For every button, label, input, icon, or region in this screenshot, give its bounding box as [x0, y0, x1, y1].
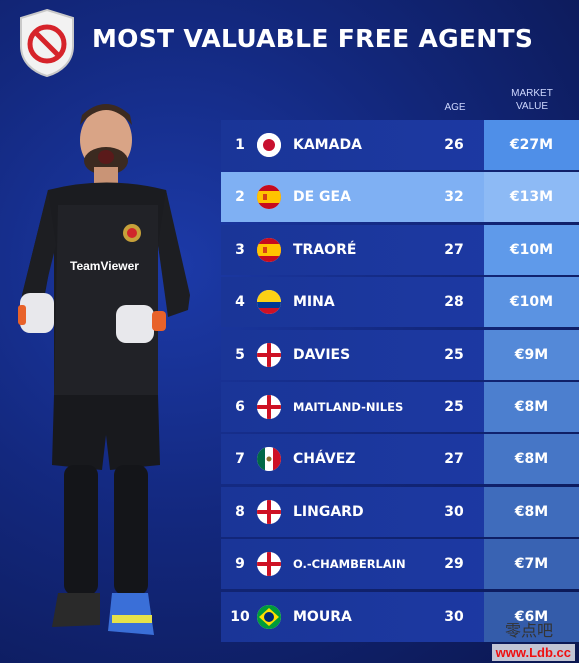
table-row: 3 TRAORÉ 27 €10M [221, 224, 579, 275]
mexico-flag-icon [257, 447, 281, 472]
rank: 8 [235, 503, 245, 520]
market-value: €10M [484, 224, 579, 275]
spain-flag-icon [257, 237, 281, 262]
table-row: 10 MOURA 30 €6M [221, 591, 579, 642]
market-value: €13M [484, 172, 579, 223]
watermark-cn: 零点吧 [504, 621, 553, 640]
table-row: 9 O.-CHAMBERLAIN 29 €7M [221, 539, 579, 590]
player-age: 30 [444, 503, 464, 520]
player-name: MAITLAND-NILES [293, 400, 404, 414]
player-name: KAMADA [293, 137, 362, 153]
market-value: €9M [484, 329, 579, 380]
market-value-header-line1: MARKET [511, 88, 553, 99]
rank: 7 [235, 451, 245, 468]
player-name: DE GEA [293, 189, 351, 206]
player-age: 25 [444, 346, 464, 363]
england-flag-icon [257, 342, 281, 367]
japan-flag-icon [257, 133, 281, 157]
player-age: 32 [444, 189, 464, 206]
colombia-flag-icon [257, 290, 281, 315]
market-value: €8M [484, 434, 579, 485]
page-title: MOST VALUABLE FREE AGENTS [92, 24, 534, 53]
rank: 9 [235, 556, 245, 573]
market-value: €7M [484, 539, 579, 590]
rank: 1 [235, 137, 245, 153]
market-value-header-line2: VALUE [515, 101, 549, 112]
market-value: €8M [484, 382, 579, 432]
rank: 10 [230, 608, 250, 625]
player-name: MOURA [293, 608, 352, 625]
spain-flag-icon [257, 185, 281, 210]
header: MOST VALUABLE FREE AGENTS [0, 0, 579, 86]
market-value: €27M [484, 120, 579, 170]
watermark-url: www.Ldb.cc [491, 644, 575, 661]
player-age: 25 [444, 399, 464, 415]
no-entry-shield-icon [20, 8, 74, 78]
table-row: 4 MINA 28 €10M [221, 277, 579, 328]
rank: 5 [235, 346, 245, 363]
player-name: O.-CHAMBERLAIN [293, 557, 406, 572]
player-name: DAVIES [293, 346, 351, 363]
brazil-flag-icon [257, 604, 281, 629]
player-name: MINA [293, 294, 335, 311]
player-age: 30 [444, 608, 464, 625]
table-row: 7 CHÁVEZ 27 €8M [221, 434, 579, 485]
england-flag-icon [257, 499, 281, 524]
player-age: 27 [444, 241, 464, 258]
table-row: 2 DE GEA 32 €13M [221, 172, 579, 223]
market-value: €6M [484, 591, 579, 642]
england-flag-icon [257, 552, 281, 577]
table-row: 1 KAMADA 26 €27M [221, 120, 579, 170]
rank: 2 [235, 189, 245, 206]
market-value: €10M [484, 277, 579, 328]
market-value: €8M [484, 486, 579, 537]
table-row: 5 DAVIES 25 €9M [221, 329, 579, 380]
svg-text:TeamViewer: TeamViewer [70, 259, 139, 273]
player-age: 29 [444, 556, 464, 573]
rank: 6 [235, 399, 245, 415]
table-row: 8 LINGARD 30 €8M [221, 486, 579, 537]
player-age: 27 [444, 451, 464, 468]
rank: 4 [235, 294, 245, 311]
table-row: 6 MAITLAND-NILES 25 €8M [221, 382, 579, 432]
england-flag-icon [257, 395, 281, 419]
goalkeeper-image: TeamViewer [18, 104, 190, 635]
age-column-header: AGE [444, 102, 466, 113]
player-age: 26 [444, 137, 464, 153]
rank: 3 [235, 241, 245, 258]
player-name: LINGARD [293, 503, 364, 520]
player-name: TRAORÉ [293, 241, 357, 258]
player-name: CHÁVEZ [293, 451, 356, 468]
player-age: 28 [444, 294, 464, 311]
